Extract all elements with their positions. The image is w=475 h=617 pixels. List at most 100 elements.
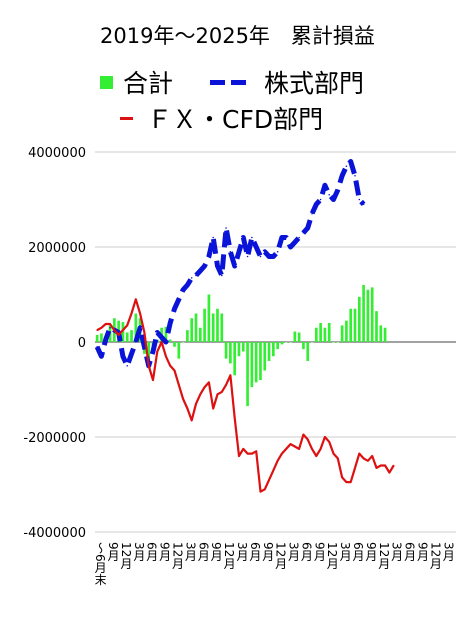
- bar-total: [370, 287, 374, 342]
- bar-total: [323, 327, 327, 342]
- bar-total: [168, 339, 172, 342]
- point-fx: [130, 312, 133, 315]
- point-stock: [233, 265, 236, 267]
- point-stock: [255, 246, 257, 248]
- point-fx: [263, 488, 266, 491]
- point-fx: [199, 393, 202, 396]
- series-line-stock: [94, 159, 366, 369]
- bar-total: [95, 334, 99, 342]
- y-tick-label: 2000000: [28, 241, 86, 256]
- point-fx: [255, 450, 257, 453]
- point-stock: [203, 265, 206, 267]
- point-stock: [285, 236, 288, 239]
- point-stock: [302, 231, 305, 234]
- x-tick-label: 3月: [390, 542, 404, 562]
- x-tick-label: 6月: [248, 542, 262, 562]
- point-stock: [109, 326, 111, 329]
- point-stock: [354, 174, 356, 177]
- bar-total: [267, 342, 271, 361]
- bar-total: [250, 342, 254, 388]
- bar-total: [194, 313, 198, 342]
- x-tick-label: 3月: [132, 542, 146, 562]
- x-tick-label: 9月: [312, 542, 326, 562]
- point-stock: [135, 341, 137, 343]
- point-stock: [225, 227, 227, 229]
- x-tick-label: 3月: [441, 542, 455, 562]
- point-fx: [332, 452, 335, 455]
- legend-swatch-fx: [120, 116, 133, 120]
- x-tick-label: 9月: [364, 542, 378, 562]
- bar-total: [220, 313, 224, 342]
- y-tick-label: 0: [78, 336, 86, 351]
- point-fx: [173, 369, 176, 372]
- point-stock: [96, 345, 98, 348]
- point-stock: [349, 160, 352, 163]
- point-stock: [319, 198, 322, 201]
- bar-total: [198, 327, 202, 342]
- point-stock: [294, 241, 296, 244]
- point-fx: [319, 448, 322, 450]
- point-fx: [384, 464, 386, 467]
- point-fx: [238, 455, 240, 457]
- point-fx: [208, 381, 210, 384]
- point-fx: [259, 490, 262, 493]
- point-fx: [272, 469, 275, 472]
- bar-total: [289, 342, 292, 343]
- x-tick-label: 3月: [235, 542, 249, 562]
- point-stock: [126, 364, 129, 367]
- point-fx: [362, 457, 365, 460]
- bar-total: [353, 308, 357, 342]
- point-fx: [345, 481, 348, 483]
- point-stock: [190, 277, 193, 279]
- point-fx: [251, 452, 253, 455]
- point-fx: [324, 436, 326, 438]
- point-stock: [160, 336, 163, 339]
- point-stock: [276, 250, 279, 253]
- bar-total: [190, 318, 194, 342]
- x-tick-label: 12月: [119, 542, 133, 570]
- point-stock: [169, 322, 172, 324]
- bar-total: [186, 330, 189, 342]
- point-fx: [311, 448, 313, 450]
- x-tick-label: 12月: [171, 542, 185, 570]
- point-fx: [328, 440, 331, 443]
- legend-item-total: 合計: [100, 64, 173, 100]
- point-fx: [294, 445, 296, 448]
- y-tick-label: -2000000: [23, 431, 86, 446]
- point-fx: [246, 452, 249, 455]
- bar-total: [164, 326, 168, 342]
- point-stock: [238, 250, 240, 253]
- bar-total: [366, 289, 370, 342]
- point-fx: [178, 383, 180, 386]
- point-fx: [354, 467, 356, 469]
- bar-total: [276, 342, 279, 350]
- point-stock: [341, 174, 343, 177]
- series-line-fx: [96, 298, 395, 493]
- point-fx: [156, 350, 159, 353]
- bar-total: [216, 308, 219, 342]
- point-stock: [311, 212, 313, 215]
- point-fx: [203, 386, 206, 388]
- point-stock: [186, 284, 189, 286]
- point-stock: [328, 193, 331, 196]
- point-stock: [208, 255, 210, 258]
- bar-total: [357, 296, 361, 342]
- point-fx: [379, 464, 382, 467]
- bar-total: [211, 313, 215, 342]
- point-stock: [315, 203, 318, 206]
- bar-total: [362, 285, 365, 342]
- point-stock: [246, 255, 249, 258]
- point-fx: [182, 398, 184, 400]
- bar-total: [297, 332, 301, 342]
- x-tick-label: 9月: [415, 542, 429, 562]
- point-fx: [276, 459, 279, 462]
- point-stock: [272, 255, 275, 258]
- x-tick-label: 6月: [196, 542, 210, 562]
- bar-total: [319, 323, 322, 342]
- point-fx: [242, 448, 245, 450]
- legend-swatch-total: [100, 75, 113, 89]
- x-tick-label: 12月: [377, 542, 391, 570]
- bar-total: [375, 311, 378, 342]
- point-fx: [315, 455, 318, 457]
- point-fx: [96, 329, 98, 331]
